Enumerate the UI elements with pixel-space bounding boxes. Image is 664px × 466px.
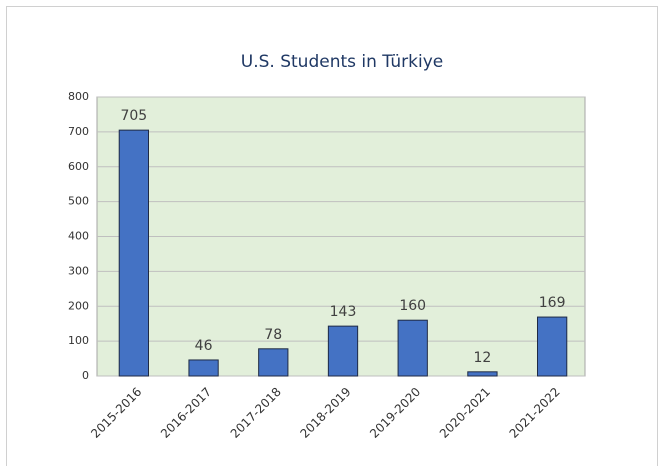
bar xyxy=(537,316,568,377)
y-tick-label: 500 xyxy=(68,195,89,208)
bar xyxy=(258,348,289,377)
bar xyxy=(188,359,219,377)
y-tick-label: 700 xyxy=(68,125,89,138)
y-tick-label: 100 xyxy=(68,334,89,347)
y-tick-label: 0 xyxy=(82,369,89,382)
value-label: 46 xyxy=(195,338,213,354)
value-label: 169 xyxy=(539,295,566,311)
chart-title: U.S. Students in Türkiye xyxy=(241,52,443,72)
value-label: 160 xyxy=(399,298,426,314)
bar xyxy=(397,319,428,377)
value-label: 12 xyxy=(474,350,492,366)
bar xyxy=(327,325,359,377)
y-tick-label: 600 xyxy=(68,160,89,173)
bar xyxy=(118,129,149,377)
y-tick-label: 800 xyxy=(68,90,89,103)
value-label: 705 xyxy=(120,108,147,124)
y-tick-label: 200 xyxy=(68,299,89,312)
bar xyxy=(467,371,498,377)
value-label: 78 xyxy=(264,327,282,343)
y-tick-label: 400 xyxy=(68,230,89,243)
y-tick-label: 300 xyxy=(68,264,89,277)
value-label: 143 xyxy=(330,304,357,320)
